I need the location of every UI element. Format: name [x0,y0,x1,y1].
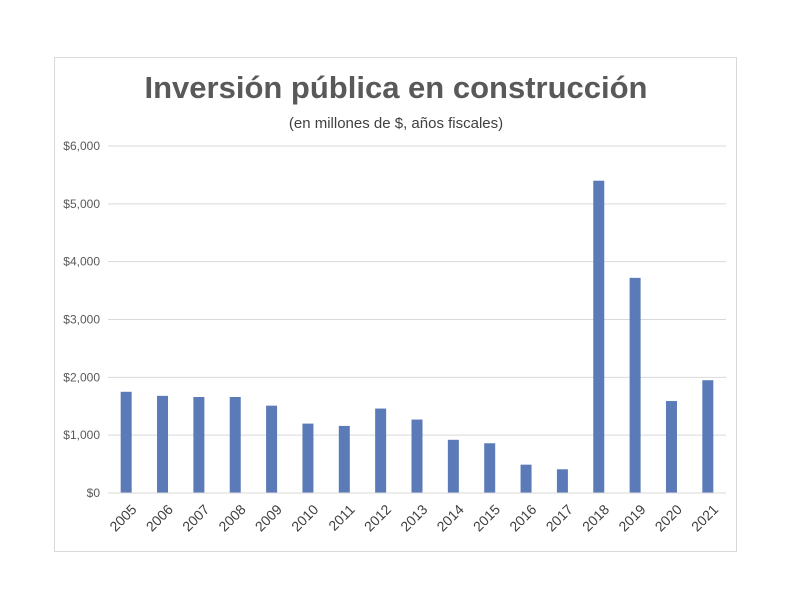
x-tick-label: 2014 [433,501,466,534]
bar-2009 [266,405,278,493]
chart-subtitle: (en millones de $, años fiscales) [288,115,504,132]
bar-2019 [629,277,641,493]
y-tick-label: $3,000 [63,313,100,327]
chart-title: Inversión pública en construcción [144,70,648,105]
bar-2008 [229,396,241,493]
x-tick-label: 2007 [179,501,212,534]
bar-2006 [157,395,169,493]
x-tick-label: 2008 [215,501,248,534]
y-tick-label: $4,000 [63,255,100,269]
y-tick-label: $5,000 [63,197,100,211]
bar-2021 [702,380,714,493]
bar-2010 [302,423,314,493]
bar-2015 [484,443,496,493]
y-tick-label: $2,000 [63,370,100,384]
x-tick-label: 2017 [543,501,576,534]
x-tick-label: 2012 [361,501,394,534]
x-tick-label: 2011 [325,501,358,534]
bar-2017 [556,469,568,493]
bar-2005 [120,391,132,493]
x-tick-label: 2009 [252,501,285,534]
x-tick-label: 2021 [688,501,721,534]
y-tick-label: $1,000 [63,428,100,442]
y-tick-label: $0 [87,486,101,500]
bar-2007 [193,396,205,493]
x-tick-label: 2015 [470,501,503,534]
bar-2011 [338,425,350,493]
x-tick-label: 2016 [506,501,539,534]
x-tick-label: 2006 [143,501,176,534]
bar-2020 [665,401,677,493]
x-tick-label: 2005 [106,501,139,534]
bar-2012 [375,408,387,493]
bar-2016 [520,464,532,493]
x-tick-label: 2018 [579,501,612,534]
x-tick-label: 2010 [288,501,321,534]
x-tick-label: 2013 [397,501,430,534]
x-tick-label: 2020 [652,501,685,534]
x-tick-label: 2019 [615,501,648,534]
bar-2018 [593,180,605,493]
bar-2013 [411,419,423,493]
y-tick-label: $6,000 [63,139,100,153]
bar-2014 [447,439,459,493]
